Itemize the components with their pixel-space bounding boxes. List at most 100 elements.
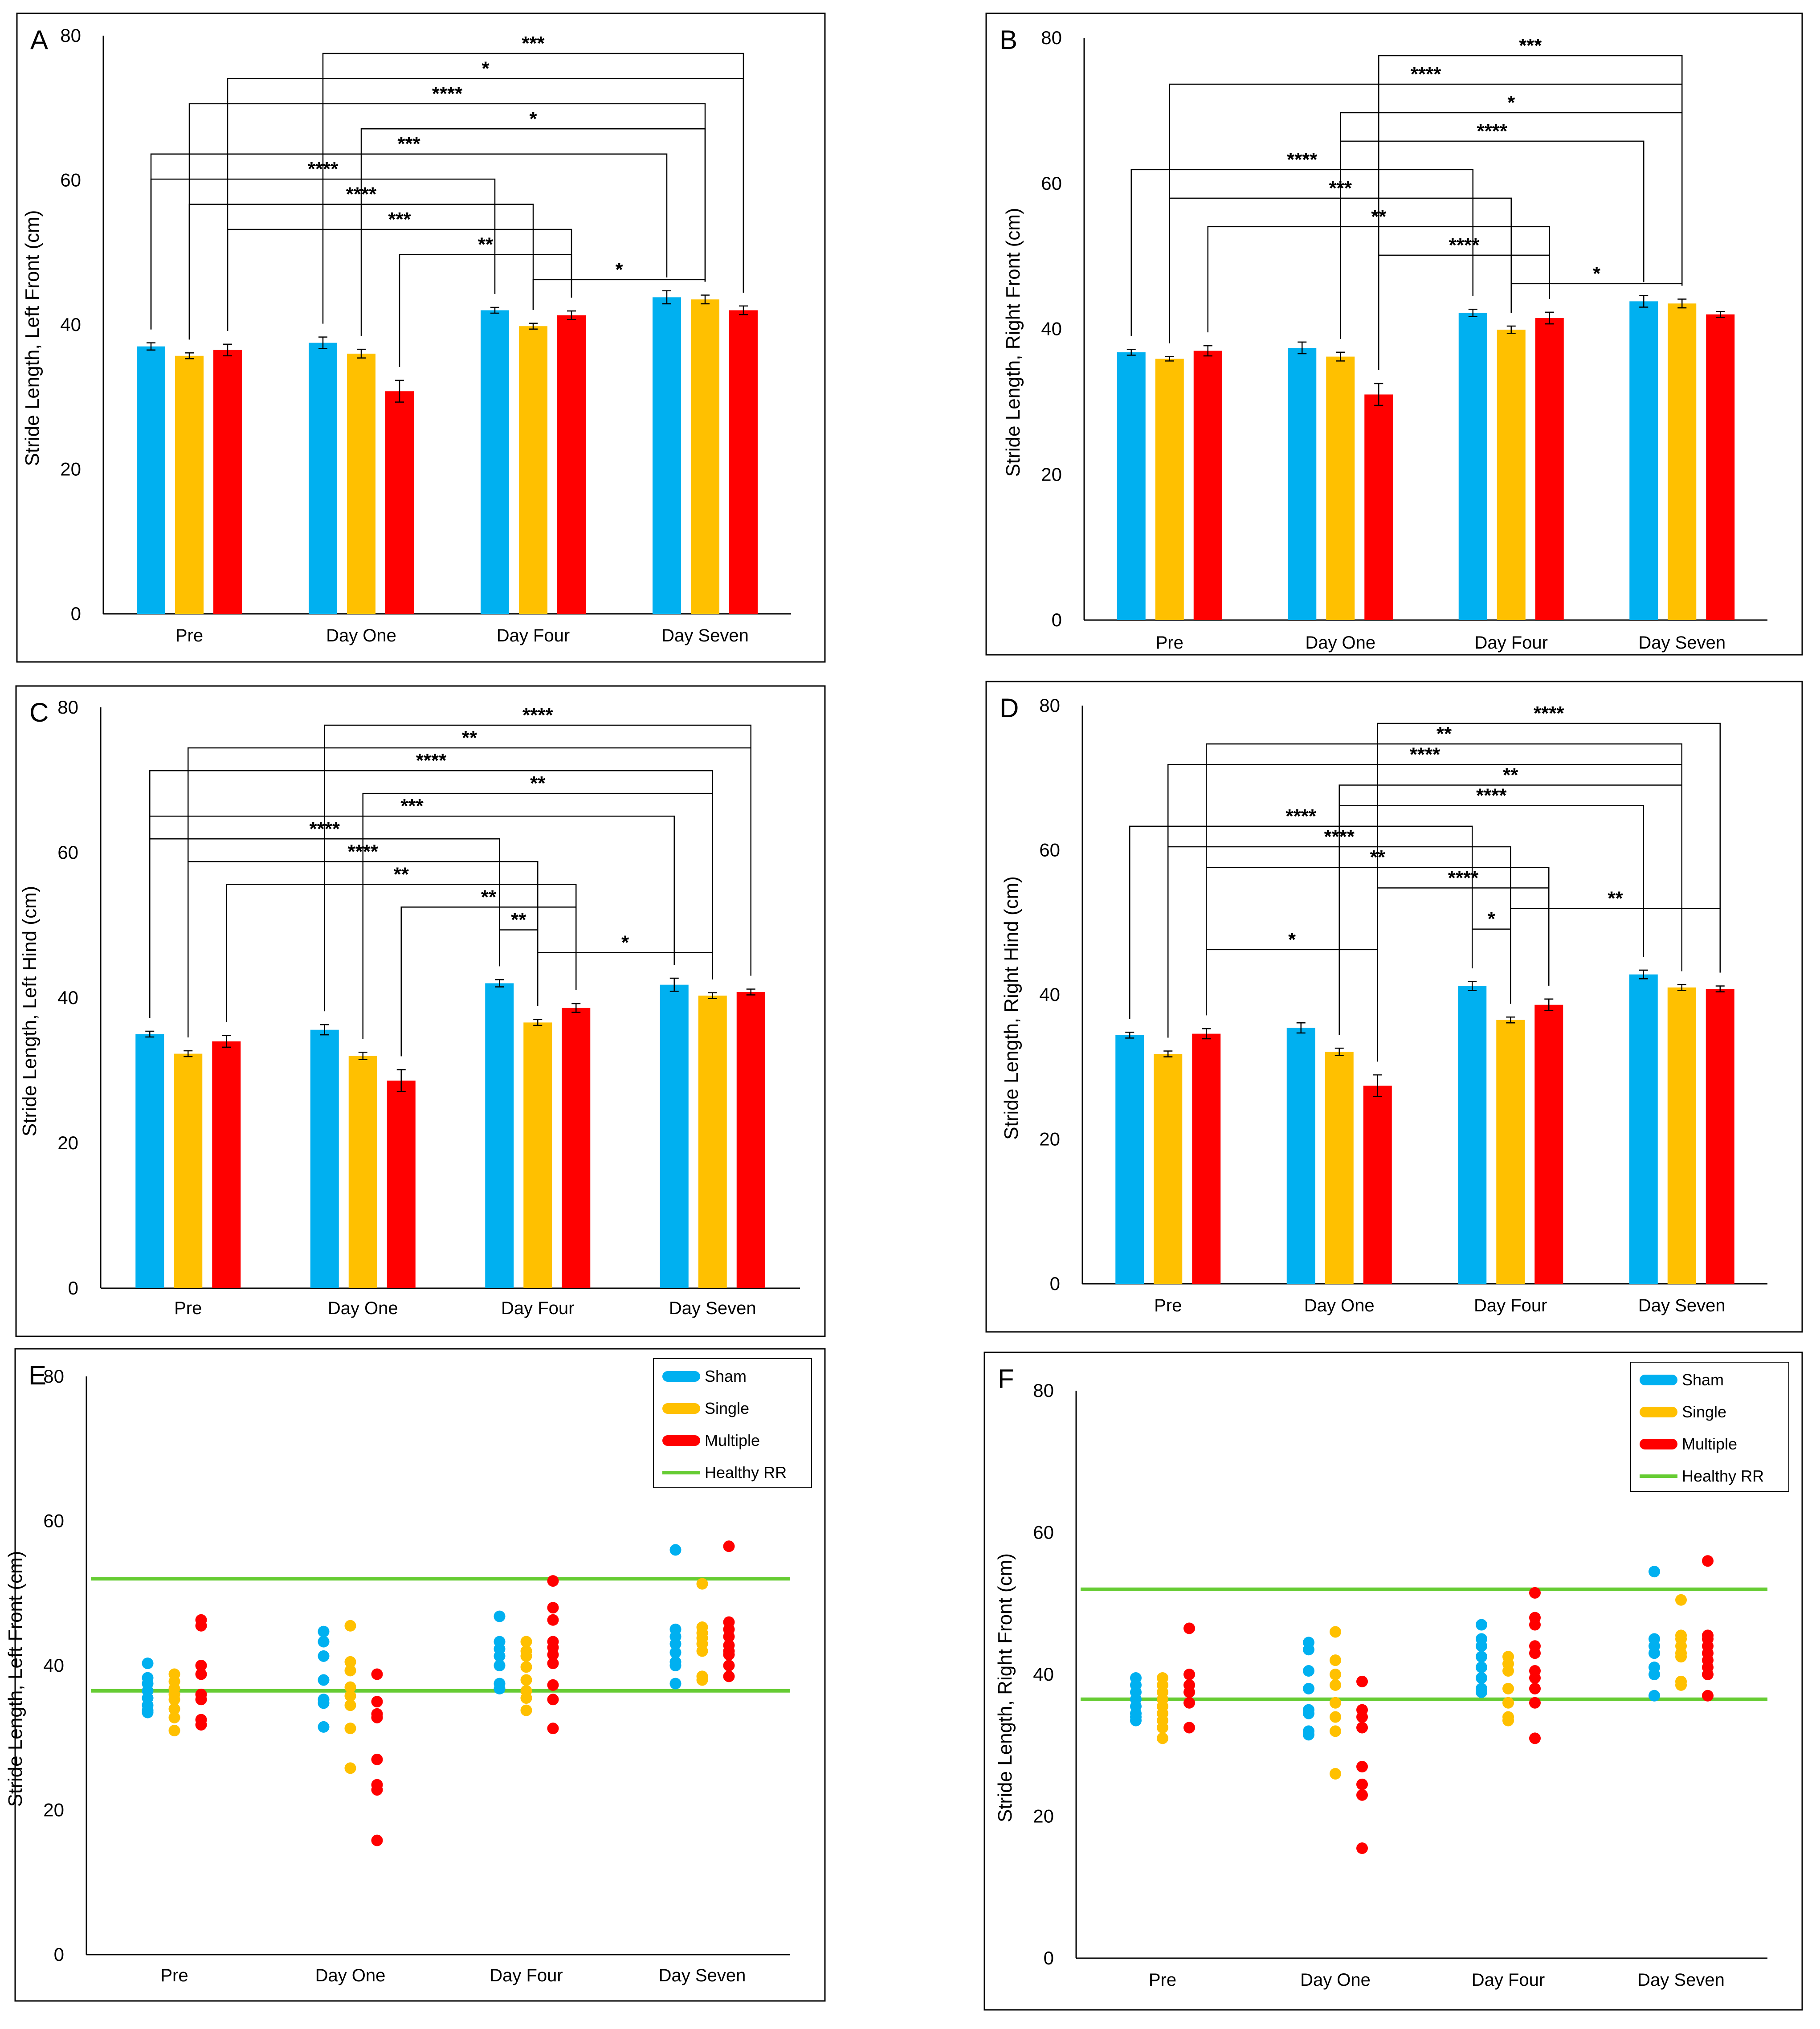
point-sham [142, 1657, 154, 1670]
point-multiple [547, 1657, 559, 1670]
bar-multiple [562, 1008, 591, 1288]
x-tick-label: Day Four [1475, 633, 1548, 653]
point-multiple [371, 1753, 383, 1765]
point-multiple [1356, 1675, 1368, 1687]
significance-bracket [399, 254, 572, 367]
y-tick-label: 80 [1039, 695, 1060, 716]
error-bar [318, 336, 327, 349]
y-axis-title: Stride Length, Right Front (cm) [1002, 208, 1024, 477]
point-multiple [1529, 1682, 1541, 1694]
significance-bracket [537, 952, 713, 1006]
panel-a: A 0 20 40 60 80 Stride Length, Left Front (cm)… [16, 12, 826, 663]
bar-single [347, 353, 375, 614]
bar-multiple [213, 350, 242, 614]
error-bar [1677, 984, 1686, 991]
significance-label: **** [1534, 702, 1564, 724]
error-bar [1373, 1074, 1382, 1098]
error-bar [1298, 341, 1307, 355]
y-tick-label: 60 [1041, 173, 1062, 194]
y-tick-label: 20 [1041, 464, 1062, 485]
point-multiple [547, 1602, 559, 1614]
significance-label: ** [478, 233, 494, 255]
significance-bracket [1206, 949, 1378, 1062]
point-sham [494, 1650, 506, 1662]
point-single [520, 1650, 532, 1662]
legend-label: Single [705, 1399, 749, 1417]
legend-swatch [662, 1371, 700, 1382]
point-multiple [1183, 1722, 1195, 1734]
x-tick-label: Day One [1305, 633, 1375, 653]
y-tick-label: 60 [1033, 1522, 1054, 1543]
point-single [1157, 1722, 1168, 1734]
error-bar [223, 343, 232, 357]
error-bar [495, 979, 504, 988]
point-sham [1476, 1640, 1487, 1652]
point-single [1330, 1679, 1341, 1691]
error-bar [529, 323, 538, 330]
bar-multiple [1364, 394, 1393, 620]
point-multiple [547, 1679, 559, 1691]
y-tick-label: 0 [1044, 1947, 1054, 1968]
significance-label: * [1507, 92, 1515, 114]
panel-b: B 0 20 40 60 80 Stride Length, Right Front (cm… [985, 12, 1803, 656]
y-tick-label: 80 [1033, 1380, 1054, 1401]
point-sham [1649, 1566, 1660, 1578]
point-multiple [1356, 1722, 1368, 1734]
point-single [1157, 1732, 1168, 1744]
legend-label: Multiple [1682, 1435, 1737, 1453]
legend-label: Multiple [705, 1431, 760, 1449]
significance-label: *** [400, 795, 424, 817]
point-multiple [1529, 1732, 1541, 1744]
error-bar [1202, 1028, 1211, 1040]
error-bar [1639, 969, 1648, 980]
point-sham [669, 1660, 681, 1671]
significance-bracket [188, 204, 534, 340]
bar-sham [485, 983, 514, 1288]
y-tick-label: 0 [68, 1278, 78, 1298]
significance-label: ** [1370, 846, 1386, 868]
significance-label: * [482, 57, 490, 79]
significance-label: ** [1436, 723, 1452, 745]
point-single [344, 1620, 356, 1632]
significance-label: **** [1410, 743, 1440, 765]
y-tick-label: 60 [60, 170, 81, 191]
y-tick-label: 20 [57, 1132, 78, 1153]
x-tick-label: Day Seven [1638, 1296, 1726, 1315]
point-multiple [371, 1711, 383, 1723]
error-bar [185, 352, 194, 359]
point-sham [318, 1674, 330, 1686]
point-sham [318, 1697, 330, 1709]
point-single [520, 1636, 532, 1648]
error-bar [320, 1024, 329, 1036]
point-multiple [1702, 1690, 1714, 1702]
y-axis-title: Stride Length, Right Front (cm) [994, 1553, 1016, 1822]
bar-multiple [1363, 1086, 1392, 1284]
point-single [1330, 1669, 1341, 1680]
point-multiple [1356, 1842, 1368, 1854]
error-bar [533, 1019, 543, 1026]
significance-label: **** [310, 818, 340, 840]
x-tick-label: Day One [315, 1966, 386, 1985]
panel-f: F 0 20 40 60 80 Stride Length, Right Front (cm… [983, 1351, 1803, 2011]
significance-bracket [1510, 283, 1683, 313]
bar-multiple [1193, 351, 1222, 620]
point-multiple [1529, 1647, 1541, 1659]
significance-bracket [1340, 140, 1645, 339]
point-sham [1649, 1690, 1660, 1702]
point-single [168, 1725, 180, 1737]
y-tick-label: 40 [1033, 1664, 1054, 1685]
point-sham [1476, 1662, 1487, 1674]
point-multiple [1183, 1622, 1195, 1634]
bar-multiple [1706, 989, 1734, 1284]
bar-multiple [1192, 1033, 1221, 1284]
x-tick-label: Day Seven [1637, 1970, 1725, 1990]
point-single [344, 1690, 356, 1702]
significance-label: **** [1477, 120, 1508, 142]
point-sham [1303, 1729, 1314, 1741]
bar-multiple [1534, 1004, 1563, 1284]
significance-bracket [149, 838, 500, 1018]
panel-letter: A [30, 25, 48, 55]
error-bar [1296, 1022, 1306, 1034]
bar-single [1667, 987, 1696, 1284]
error-bar [395, 380, 404, 403]
